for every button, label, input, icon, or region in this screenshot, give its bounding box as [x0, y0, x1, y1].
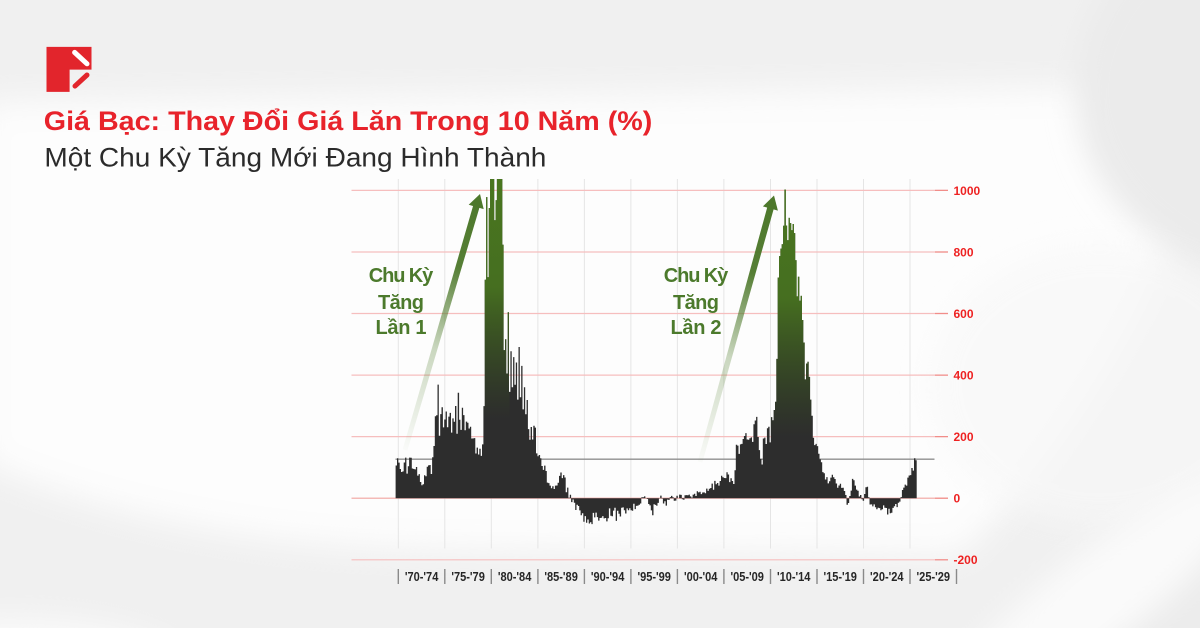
svg-text:Lần 2: Lần 2: [671, 317, 722, 339]
svg-text:Tăng: Tăng: [673, 292, 719, 314]
svg-text:'95-'99: '95-'99: [637, 569, 671, 584]
svg-text:'90-'94: '90-'94: [591, 569, 625, 584]
svg-text:'10-'14: '10-'14: [777, 569, 811, 584]
svg-text:0: 0: [954, 492, 961, 506]
svg-text:'05-'09: '05-'09: [730, 569, 764, 584]
svg-text:'20-'24: '20-'24: [870, 569, 904, 584]
svg-text:Lần 1: Lần 1: [376, 317, 427, 339]
svg-text:'00-'04: '00-'04: [684, 569, 718, 584]
svg-text:1000: 1000: [954, 184, 981, 198]
svg-text:400: 400: [954, 368, 974, 382]
svg-text:Tăng: Tăng: [378, 292, 424, 314]
svg-text:-200: -200: [954, 553, 978, 567]
svg-text:Giá Bạc: Thay Đổi Giá Lăn Tron: Giá Bạc: Thay Đổi Giá Lăn Trong 10 Năm (…: [44, 106, 653, 136]
svg-text:'80-'84: '80-'84: [498, 569, 532, 584]
svg-text:'15-'19: '15-'19: [823, 569, 857, 584]
svg-text:Một Chu Kỳ Tăng Mới Đang Hình: Một Chu Kỳ Tăng Mới Đang Hình Thành: [44, 143, 546, 173]
svg-text:'85-'89: '85-'89: [544, 569, 578, 584]
svg-text:600: 600: [954, 307, 974, 321]
svg-text:'75-'79: '75-'79: [451, 569, 485, 584]
svg-text:800: 800: [954, 245, 974, 259]
svg-text:200: 200: [954, 430, 974, 444]
svg-text:Chu Kỳ: Chu Kỳ: [369, 265, 434, 287]
svg-text:'70-'74: '70-'74: [405, 569, 439, 584]
svg-text:Chu Kỳ: Chu Kỳ: [664, 265, 729, 287]
svg-text:'25-'29: '25-'29: [917, 569, 951, 584]
